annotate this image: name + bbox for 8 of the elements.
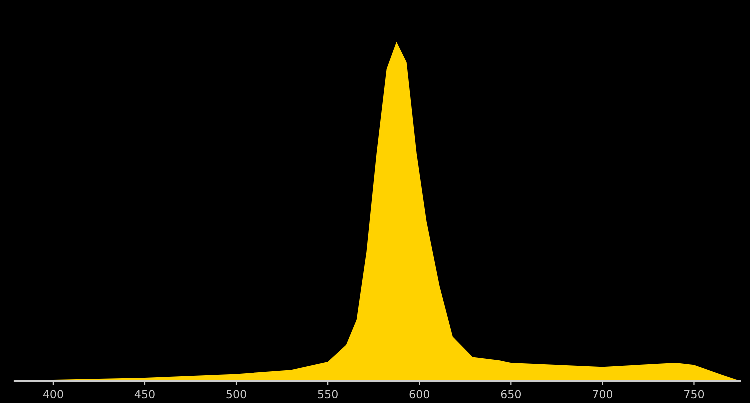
x-tick-label: 600	[410, 390, 430, 399]
x-tick-label: 500	[226, 390, 246, 399]
x-tick-label: 700	[592, 390, 613, 399]
x-tick-label: 550	[318, 390, 338, 399]
x-tick-label: 750	[684, 390, 704, 399]
x-tick-label: 650	[501, 390, 522, 399]
x-tick-label: 400	[43, 390, 64, 399]
x-tick-label: 450	[134, 390, 155, 399]
